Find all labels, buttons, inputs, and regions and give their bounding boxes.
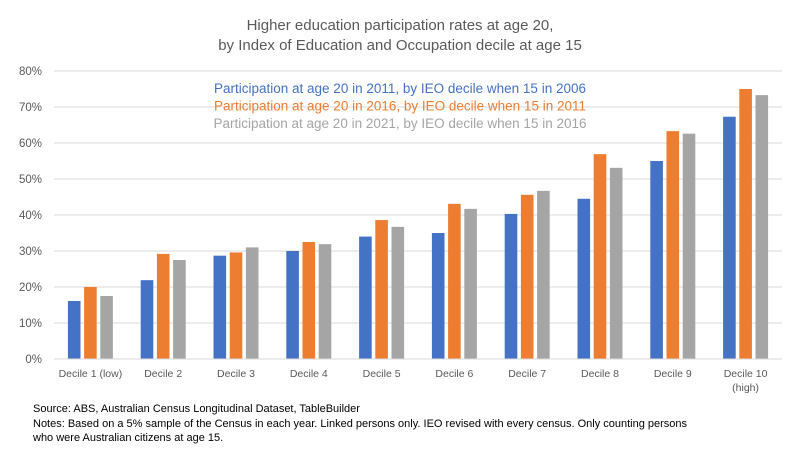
x-category-label: Decile 10 [724,368,768,380]
notes-line-2: who were Australian citizens at age 15. [33,432,224,444]
x-axis-categories: Decile 1 (low) Decile 2 Decile 3 Decile 4 De… [59,368,768,394]
bar [577,198,591,359]
legend-entry: Participation at age 20 in 2021, by IEO … [213,116,586,131]
bar [302,242,316,359]
x-category-label: Decile 8 [581,368,619,380]
series-3 [100,95,769,360]
y-tick-label: 30% [19,246,42,258]
y-tick-label: 20% [19,282,42,294]
x-category-label: Decile 5 [363,368,401,380]
bar [156,253,170,359]
bar [286,251,299,359]
bar [537,190,550,359]
bar [229,252,243,359]
x-category-label: Decile 6 [435,368,473,380]
x-category-label: Decile 4 [290,368,328,380]
bar [682,133,696,359]
chart-title-line: by Index of Education and Occupation dec… [218,37,582,54]
bar [504,213,518,359]
bar [755,95,769,360]
bar [375,220,388,359]
bar [520,194,534,359]
bar [609,167,623,359]
x-category-label: Decile 9 [654,368,692,380]
bar [650,161,663,359]
bar [67,301,81,359]
x-category-label: Decile 2 [144,368,182,380]
bar [723,116,736,359]
x-category-label: Decile 1 (low) [59,368,123,380]
y-tick-label: 70% [19,102,42,114]
bar [431,233,445,359]
legend: Participation at age 20 in 2011, by IEO … [213,81,586,131]
x-category-label: Decile 3 [217,368,255,380]
bar [391,226,405,359]
bar [100,296,113,359]
bar [359,236,372,359]
bar [739,89,752,359]
chart-title: Higher education participation rates at … [218,17,582,54]
bar-chart: Higher education participation rates at … [19,17,782,394]
series-1 [67,116,736,359]
y-tick-label: 80% [19,66,42,78]
y-tick-label: 10% [19,318,42,330]
legend-entry: Participation at age 20 in 2016, by IEO … [214,99,586,114]
x-category-label: (high) [732,382,759,394]
bar [245,247,259,359]
footnotes: Source: ABS, Australian Census Longitudi… [33,402,687,446]
bar [213,255,227,359]
legend-entry: Participation at age 20 in 2011, by IEO … [214,81,586,96]
bar [140,280,154,359]
y-tick-label: 50% [19,174,42,186]
series-2 [84,89,752,359]
notes-line-1: Notes: Based on a 5% sample of the Censu… [33,417,688,430]
y-axis-ticks: 0% 10% 20% 30% 40% 50% 60% 70% 80% [19,66,42,366]
y-tick-label: 60% [19,138,42,150]
chart-title-line: Higher education participation rates at … [247,17,554,34]
bar [84,287,97,359]
bar [593,154,607,359]
x-category-label: Decile 7 [508,368,546,380]
source-note: Source: ABS, Australian Census Longitudi… [33,403,360,415]
bar [318,244,332,359]
bar [173,260,186,359]
y-tick-label: 40% [19,210,42,222]
bar [666,131,680,359]
bar [464,208,477,359]
bar [448,203,461,359]
y-tick-label: 0% [25,354,42,366]
bars [67,89,769,360]
